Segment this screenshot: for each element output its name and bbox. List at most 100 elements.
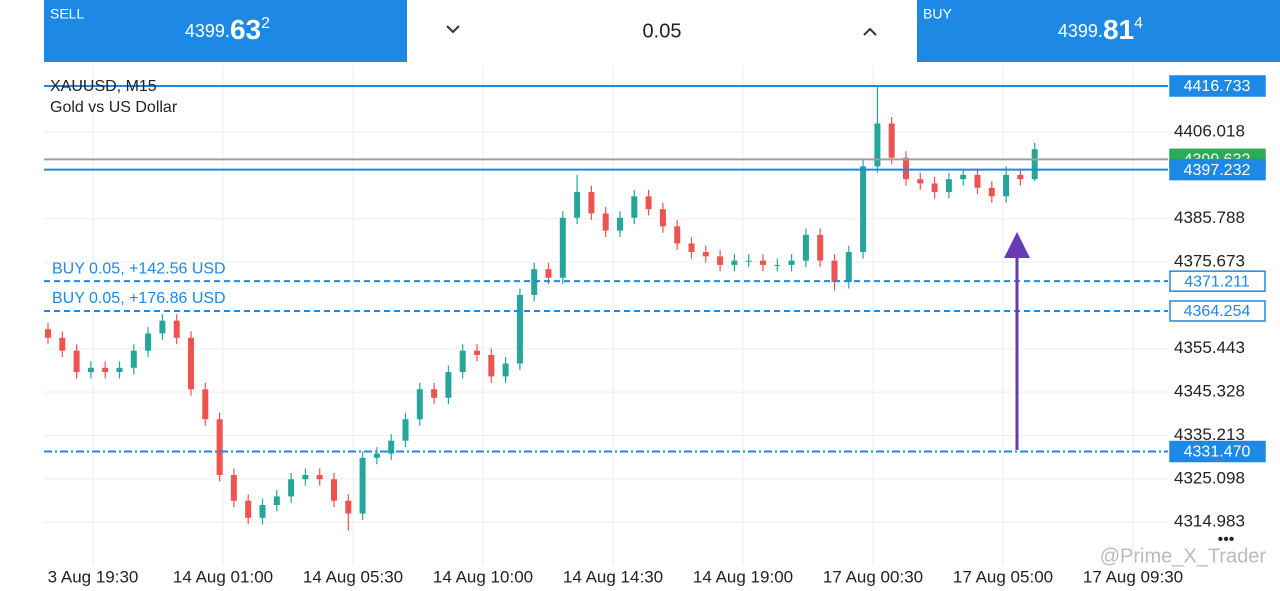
price-box [1169,270,1266,292]
position-label: BUY 0.05, +142.56 USD [52,260,226,277]
candle-body [860,166,867,253]
price-main: 4399. [185,21,230,41]
buy-label: BUY [923,6,952,22]
price-box-label: 4371.211 [1184,273,1250,290]
x-tick-label: 14 Aug 01:00 [173,567,273,586]
candle-body [717,256,724,265]
candle-body [788,260,795,265]
candle-body [931,183,938,193]
candle-body [574,192,581,218]
x-tick-label: 17 Aug 09:30 [1083,567,1183,586]
candle-body [802,234,809,261]
candle-body [345,500,352,514]
candle-body [960,174,967,180]
candle-body [988,187,995,197]
volume[interactable]: 0.05 [643,20,682,42]
candle-body [230,474,237,501]
sell-button[interactable]: SELL 4399.632 [44,0,407,62]
menu[interactable]: ••• [1218,531,1235,548]
candle-body [59,337,66,351]
candle-body [159,320,166,334]
x-tick-label: 14 Aug 05:30 [303,567,403,586]
x-tick-label: 3 Aug 19:30 [48,567,139,586]
candle-body [559,217,566,278]
candle-body [373,453,380,458]
candle-body [73,350,80,373]
sell-price: 4399.632 [185,14,270,45]
y-tick-label: 4406.018 [1174,121,1245,140]
price-main: 4399. [1058,21,1103,41]
sell-label: SELL [50,6,84,22]
candle-body [216,419,223,475]
candle-body [874,123,881,167]
candle-body [331,479,337,501]
candle-body [831,260,838,283]
candle-body [316,474,323,480]
watermark: @Prime_X_Trader [1100,545,1267,567]
price-box-label: 4397.232 [1184,162,1251,179]
x-tick-label: 17 Aug 00:30 [823,567,923,586]
price-big: 81 [1103,14,1134,45]
candle-body [702,252,709,257]
candle-body [1017,174,1024,180]
candle-body [688,243,695,253]
candle-body [974,174,981,188]
y-tick-label: 4325.098 [1174,468,1245,487]
candle-body [202,389,209,420]
x-tick-label: 14 Aug 10:00 [433,567,533,586]
candle-body [188,337,194,390]
candle-body [245,500,252,518]
candle-body [130,350,137,368]
candle-body [516,294,523,364]
position-label: BUY 0.05, +176.86 USD [52,290,226,307]
candle-body [87,367,94,373]
y-tick-label: 4335.213 [1174,425,1245,444]
candle-body [917,179,924,184]
candle-body [288,479,295,497]
candle-body [302,474,309,480]
candle-body [273,496,280,505]
x-tick-label: 14 Aug 19:00 [693,567,793,586]
price-box-label: 4331.470 [1184,444,1251,461]
candle-body [488,354,495,377]
y-tick-label: 4345.328 [1174,382,1245,401]
candle-body [359,457,366,514]
price-box [1169,440,1266,463]
price-box-label: 4416.733 [1184,78,1251,95]
price-sup: 2 [261,15,270,32]
candle-body [1003,174,1010,197]
y-tick-label: 4314.983 [1174,512,1245,531]
candle-body [903,157,909,180]
decrease-volume[interactable] [446,25,460,34]
candle-body [845,252,852,283]
candle-body [459,350,466,373]
x-tick-label: 17 Aug 05:00 [953,567,1053,586]
candle-body [1031,149,1038,180]
price-box [1169,75,1266,97]
price-big: 63 [230,14,261,45]
candles [45,86,1038,531]
candle-body [416,389,423,420]
buy-button[interactable]: BUY 4399.814 [917,0,1280,62]
candle-body [545,269,552,278]
candle-body [745,260,752,262]
candle-body [45,329,51,338]
increase-volume[interactable] [863,27,877,36]
sell-panel [44,0,407,62]
symbol: XAUUSD, M15 [50,78,157,95]
price-sup: 4 [1134,15,1143,32]
candle-body [173,320,180,338]
description: Gold vs US Dollar [50,99,178,116]
candle-body [145,333,152,351]
candle-body [817,234,824,261]
candle-body [631,196,638,218]
y-tick-label: 4355.443 [1174,338,1245,357]
candle-body [474,350,480,355]
candle-body [602,213,609,231]
grid: 4406.018 4385.788 4375.673 4355.443 4345.328… [44,66,1245,586]
price-box [1169,158,1266,181]
